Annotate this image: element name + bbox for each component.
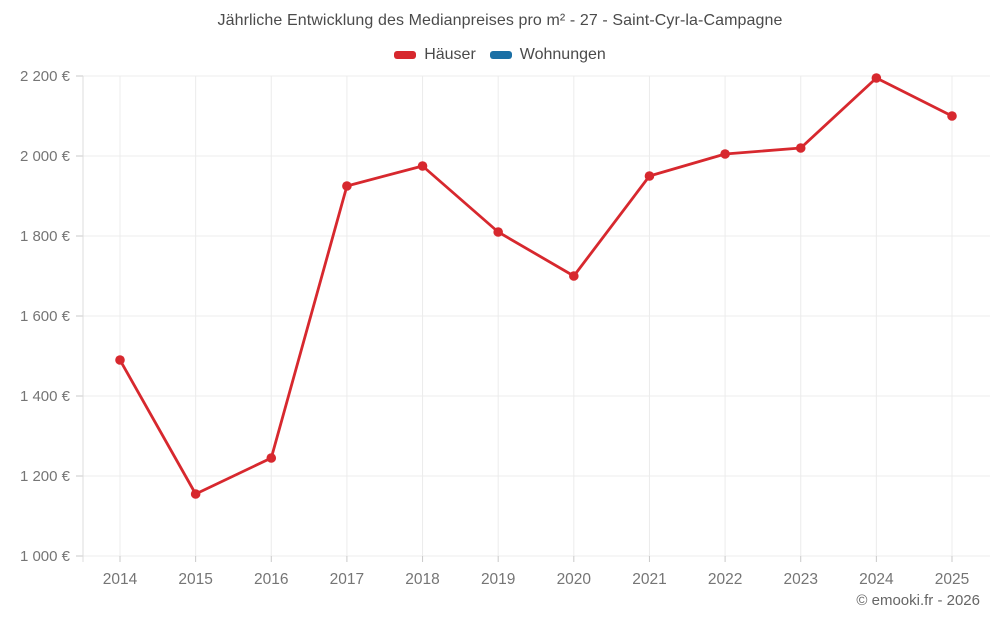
svg-text:2024: 2024 bbox=[859, 571, 894, 588]
svg-text:1 600 €: 1 600 € bbox=[20, 308, 71, 325]
svg-text:2 200 €: 2 200 € bbox=[20, 68, 71, 85]
legend-item-hauser-label: Häuser bbox=[424, 46, 476, 63]
svg-text:2022: 2022 bbox=[708, 571, 742, 588]
legend-item-hauser[interactable]: Häuser bbox=[394, 46, 476, 64]
svg-text:2015: 2015 bbox=[178, 571, 212, 588]
wohnungen-series-swatch bbox=[489, 51, 512, 59]
svg-text:2 000 €: 2 000 € bbox=[20, 148, 71, 165]
svg-text:2017: 2017 bbox=[330, 571, 364, 588]
svg-text:1 800 €: 1 800 € bbox=[20, 228, 71, 245]
svg-text:2018: 2018 bbox=[405, 571, 439, 588]
hauser-series-swatch bbox=[394, 51, 417, 59]
legend-item-wohnungen-label: Wohnungen bbox=[519, 46, 606, 63]
svg-text:1 400 €: 1 400 € bbox=[20, 388, 71, 405]
svg-text:2019: 2019 bbox=[481, 571, 515, 588]
chart-legend: Häuser Wohnungen bbox=[0, 46, 1000, 64]
svg-text:2014: 2014 bbox=[103, 571, 138, 588]
svg-text:2016: 2016 bbox=[254, 571, 288, 588]
svg-text:1 000 €: 1 000 € bbox=[20, 548, 71, 565]
copyright-text: © emooki.fr - 2026 bbox=[856, 592, 980, 609]
svg-text:2025: 2025 bbox=[935, 571, 969, 588]
svg-text:1 200 €: 1 200 € bbox=[20, 468, 71, 485]
legend-item-wohnungen[interactable]: Wohnungen bbox=[489, 46, 606, 64]
svg-text:2020: 2020 bbox=[557, 571, 592, 588]
svg-text:2021: 2021 bbox=[632, 571, 666, 588]
chart-title: Jährliche Entwicklung des Medianpreises … bbox=[217, 12, 783, 29]
svg-text:2023: 2023 bbox=[783, 571, 817, 588]
